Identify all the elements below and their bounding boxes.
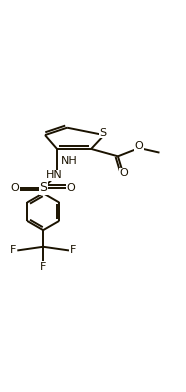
Text: F: F: [10, 245, 16, 256]
Text: O: O: [11, 183, 20, 193]
Text: F: F: [40, 262, 46, 272]
Text: S: S: [39, 181, 47, 194]
Text: S: S: [100, 128, 107, 138]
Text: O: O: [119, 168, 128, 178]
Text: O: O: [67, 183, 76, 193]
Text: HN: HN: [46, 170, 63, 180]
Text: O: O: [134, 141, 143, 151]
Text: F: F: [70, 245, 76, 256]
Text: NH: NH: [61, 156, 77, 167]
